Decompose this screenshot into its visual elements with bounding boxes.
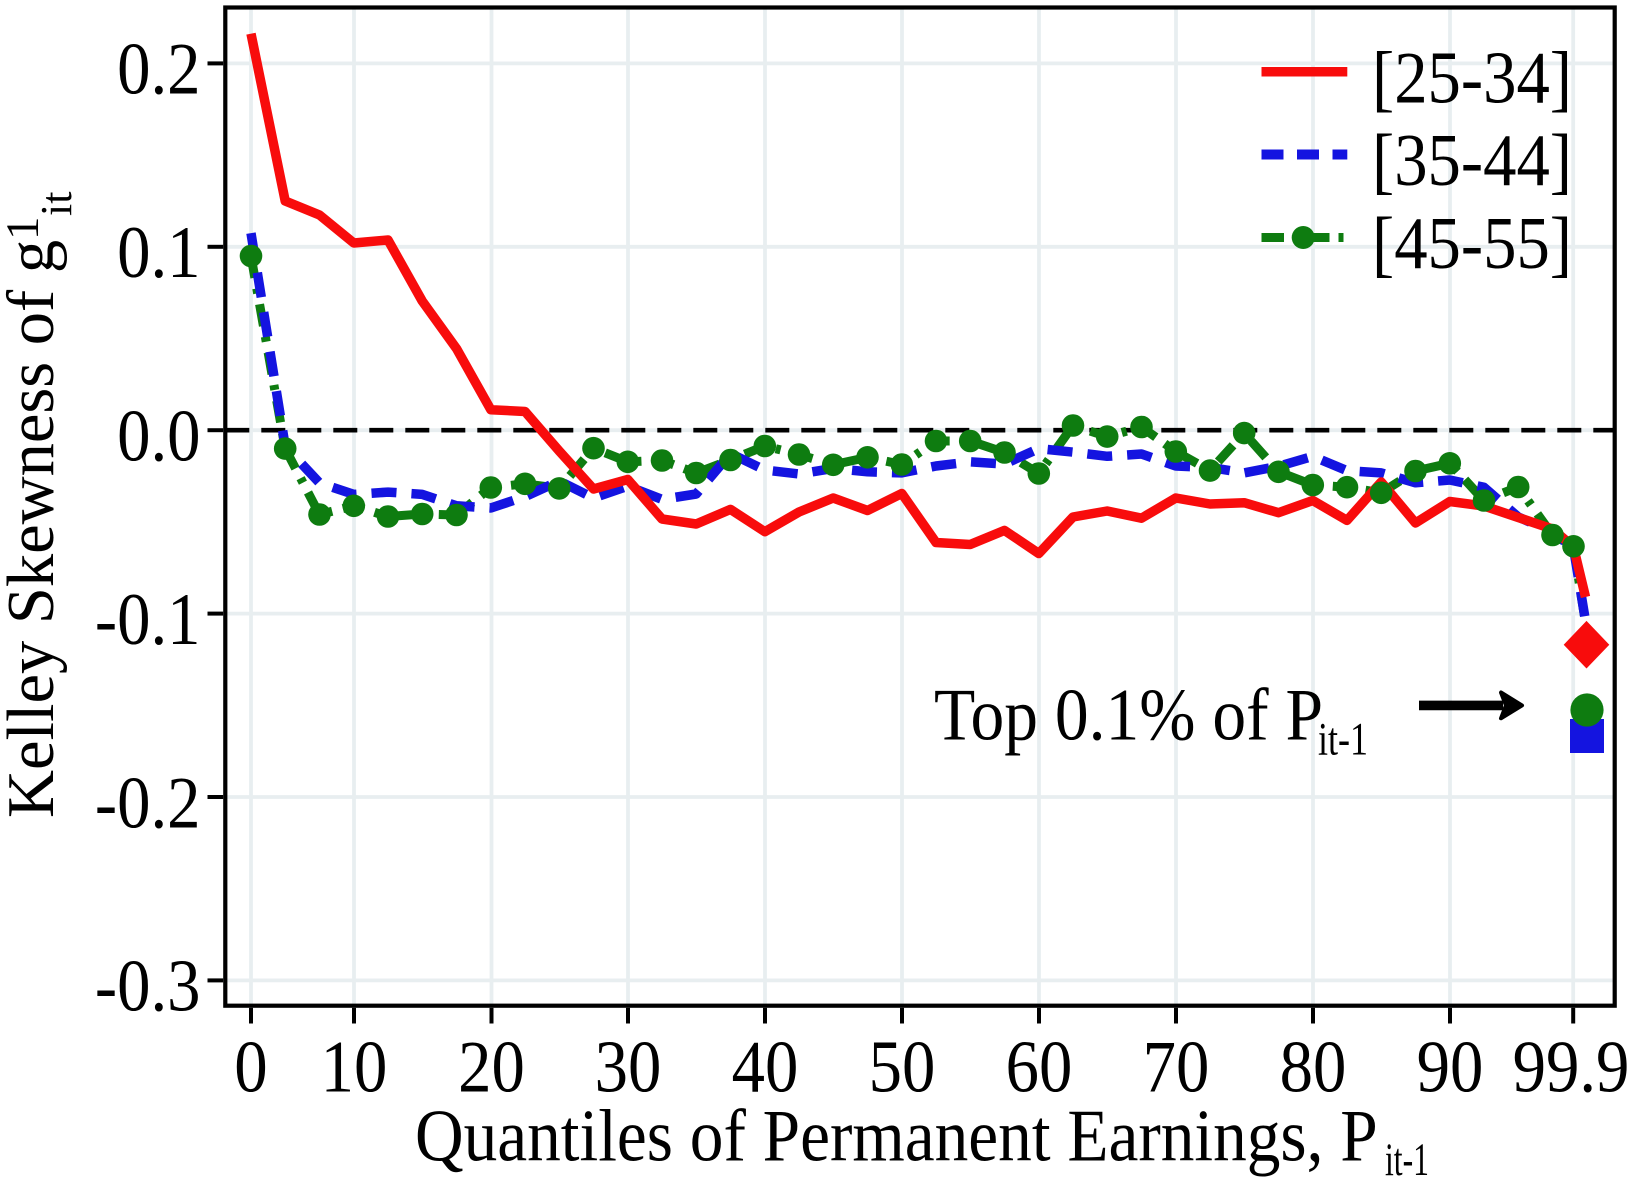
svg-text:50: 50 <box>869 1027 936 1109</box>
svg-text:40: 40 <box>732 1027 799 1109</box>
svg-text:[35-44]: [35-44] <box>1372 120 1572 202</box>
svg-text:0.1: 0.1 <box>117 212 200 294</box>
svg-text:60: 60 <box>1006 1027 1073 1109</box>
svg-text:-0.2: -0.2 <box>95 762 201 844</box>
svg-text:Quantiles of Permanent Earning: Quantiles of Permanent Earnings, P <box>415 1096 1378 1178</box>
svg-text:Top 0.1% of P: Top 0.1% of P <box>934 674 1323 756</box>
svg-text:[45-55]: [45-55] <box>1372 203 1572 285</box>
svg-text:99.9: 99.9 <box>1513 1027 1628 1109</box>
svg-text:30: 30 <box>595 1027 662 1109</box>
svg-text:Kelley Skewness of g: Kelley Skewness of g <box>0 240 68 818</box>
svg-text:0: 0 <box>234 1027 267 1109</box>
svg-text:70: 70 <box>1143 1027 1210 1109</box>
svg-text:90: 90 <box>1417 1027 1484 1109</box>
svg-text:-0.1: -0.1 <box>95 579 201 661</box>
svg-text:0.2: 0.2 <box>117 29 200 111</box>
svg-text:it: it <box>32 192 81 216</box>
svg-text:[25-34]: [25-34] <box>1372 37 1572 119</box>
svg-text:80: 80 <box>1280 1027 1347 1109</box>
svg-text:it-1: it-1 <box>1318 714 1368 766</box>
svg-text:0.0: 0.0 <box>117 396 200 478</box>
svg-text:-0.3: -0.3 <box>95 946 201 1028</box>
svg-text:10: 10 <box>321 1027 388 1109</box>
svg-text:20: 20 <box>458 1027 525 1109</box>
svg-text:it-1: it-1 <box>1385 1134 1429 1178</box>
svg-text:1: 1 <box>0 217 49 241</box>
